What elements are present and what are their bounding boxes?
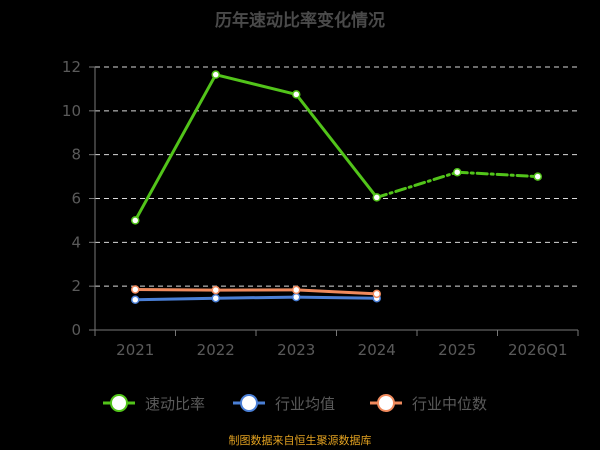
legend-marker	[110, 394, 128, 412]
series-segment-0	[455, 170, 540, 179]
data-point-2	[131, 285, 140, 294]
y-tick-label: 8	[71, 146, 81, 164]
legend-marker	[377, 394, 395, 412]
axes: 0 2 4 6 8 10 12 2021 2022 2023 2024 2025 2026Q1	[62, 58, 579, 359]
grid-lines	[95, 66, 578, 287]
y-tick-label: 2	[71, 277, 81, 295]
series-segment-1	[133, 296, 218, 302]
data-point-1	[211, 293, 220, 303]
x-tick-label: 2024	[358, 341, 396, 359]
legend: 速动比率 行业均值 行业中位数	[103, 394, 487, 413]
series-segment-1	[294, 295, 379, 300]
chart-title: 历年速动比率变化情况	[215, 11, 385, 31]
legend-marker	[240, 394, 258, 412]
data-point-0	[292, 90, 301, 99]
series-segment-2	[133, 287, 218, 292]
legend-label: 速动比率	[145, 395, 205, 413]
y-tick-label: 12	[62, 58, 81, 76]
x-tick-label: 2022	[197, 341, 235, 359]
x-tick-label: 2025	[438, 341, 476, 359]
data-point-0	[131, 216, 140, 225]
series-segment-1	[214, 295, 298, 300]
y-tick-label: 6	[71, 190, 81, 208]
data-point-0	[533, 172, 542, 181]
data-point-2	[372, 289, 381, 299]
data-point-0	[211, 70, 220, 79]
series-segment-0	[214, 73, 298, 96]
data-point-2	[211, 285, 220, 295]
series-segment-0	[133, 73, 218, 222]
source-note: 制图数据来自恒生聚源数据库	[228, 434, 372, 447]
y-tick-label: 0	[71, 321, 81, 339]
y-tick-label: 10	[62, 102, 81, 120]
data-point-0	[453, 167, 462, 177]
x-tick-label: 2021	[116, 341, 154, 359]
data-point-1	[131, 295, 140, 305]
legend-label: 行业均值	[275, 395, 335, 413]
data-point-1	[292, 292, 301, 302]
series-segment-0	[294, 92, 379, 199]
legend-label: 行业中位数	[412, 395, 487, 413]
data-point-2	[292, 285, 301, 295]
series-lines	[131, 70, 542, 305]
data-point-0	[372, 193, 381, 202]
x-tick-label: 2026Q1	[508, 341, 568, 359]
series-segment-2	[294, 288, 379, 296]
series-segment-0	[375, 170, 459, 199]
x-tick-label: 2023	[277, 341, 315, 359]
y-tick-label: 4	[71, 233, 81, 251]
